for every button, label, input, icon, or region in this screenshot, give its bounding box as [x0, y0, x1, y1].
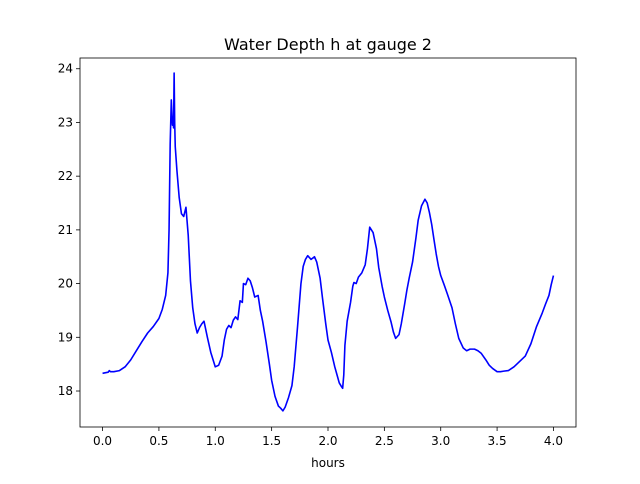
y-tick-label: 24	[58, 62, 73, 76]
series-line-0	[102, 72, 555, 412]
y-tick-label: 21	[58, 223, 73, 237]
plot-background	[80, 58, 576, 427]
y-tick-label: 23	[58, 115, 73, 129]
x-tick-label: 2.0	[318, 434, 337, 448]
x-tick-label: 4.0	[544, 434, 563, 448]
x-tick-label: 0.0	[93, 434, 112, 448]
chart-title: Water Depth h at gauge 2	[224, 35, 432, 54]
plot-spines	[79, 57, 577, 428]
x-tick-label: 0.5	[149, 434, 168, 448]
x-tick-label: 1.5	[262, 434, 281, 448]
y-tick-label: 22	[58, 169, 73, 183]
y-tick-label: 18	[58, 384, 73, 398]
y-tick-label: 20	[58, 277, 73, 291]
series-layer	[102, 72, 555, 412]
y-axis-ticks: 18 19 20 21 22 23 24	[58, 62, 80, 398]
x-axis-ticks: 0.0 0.5 1.0 1.5 2.0 2.5 3.0 3.5 4.0	[93, 427, 563, 448]
x-tick-label: 3.5	[488, 434, 507, 448]
y-tick-label: 19	[58, 330, 73, 344]
x-tick-label: 2.5	[375, 434, 394, 448]
plot-frame	[79, 57, 577, 428]
plot-area	[80, 58, 576, 427]
x-tick-label: 1.0	[206, 434, 225, 448]
x-tick-label: 3.0	[431, 434, 450, 448]
x-axis-label: hours	[311, 456, 345, 470]
